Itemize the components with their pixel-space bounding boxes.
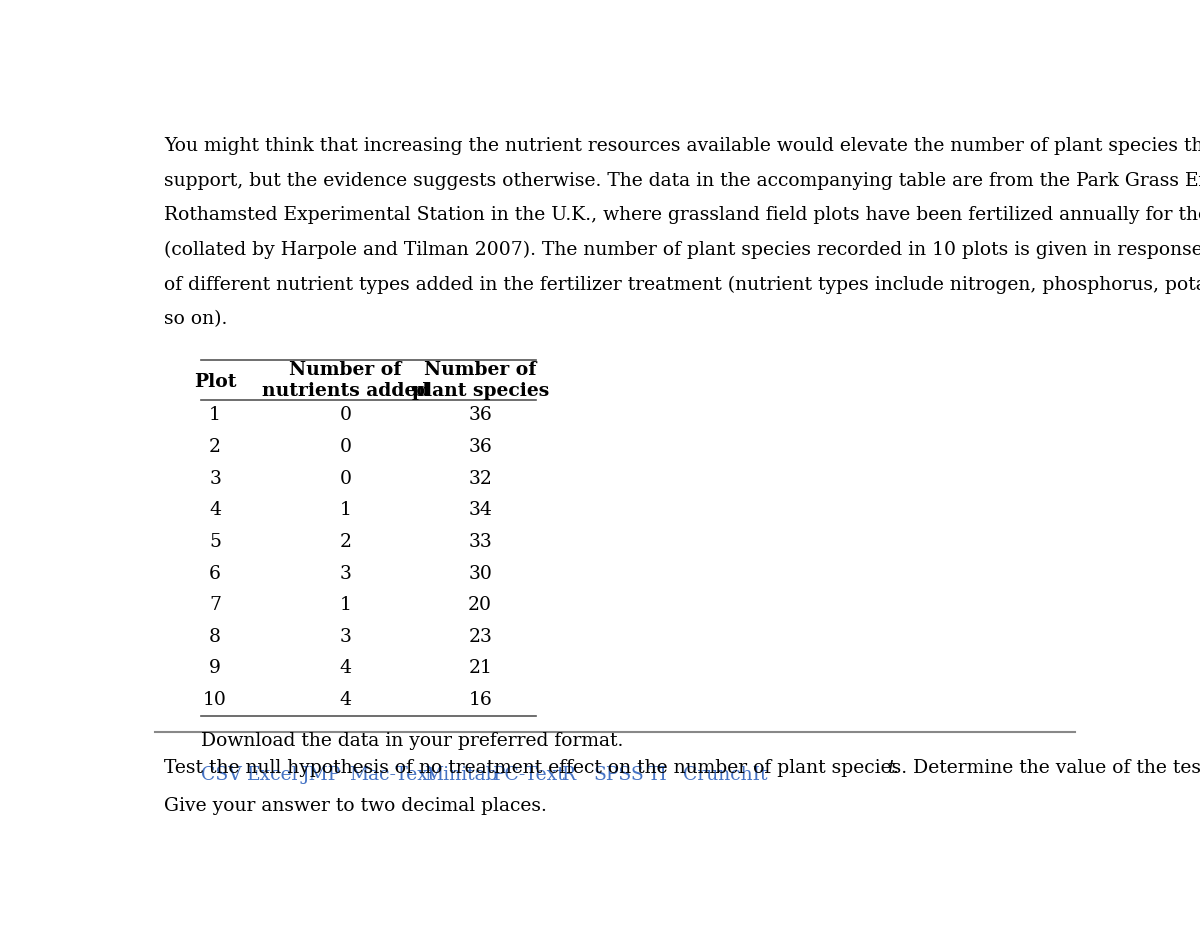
Text: Rothamsted Experimental Station in the U.K., where grassland field plots have be: Rothamsted Experimental Station in the U… (164, 206, 1200, 224)
Text: .: . (893, 759, 899, 777)
Text: 23: 23 (468, 628, 492, 645)
Text: 4: 4 (340, 659, 352, 677)
Text: CSV: CSV (202, 766, 242, 784)
Text: 20: 20 (468, 596, 492, 615)
Text: 32: 32 (468, 470, 492, 488)
Text: 6: 6 (209, 564, 221, 583)
Text: 8: 8 (209, 628, 221, 645)
Text: plant species: plant species (412, 382, 548, 400)
Text: SPSS: SPSS (594, 766, 644, 784)
Text: TI: TI (648, 766, 667, 784)
Text: Give your answer to two decimal places.: Give your answer to two decimal places. (164, 797, 547, 814)
Text: Minitab: Minitab (425, 766, 498, 784)
Text: Test the null hypothesis of no treatment effect on the number of plant species. : Test the null hypothesis of no treatment… (164, 759, 1200, 777)
Text: (collated by Harpole and Tilman 2007). The number of plant species recorded in 1: (collated by Harpole and Tilman 2007). T… (164, 241, 1200, 259)
Text: 1: 1 (340, 596, 352, 615)
Text: 1: 1 (340, 502, 352, 519)
Text: 7: 7 (209, 596, 221, 615)
Text: 1: 1 (209, 406, 221, 424)
Text: 3: 3 (209, 470, 221, 488)
Text: 3: 3 (340, 564, 352, 583)
Text: 0: 0 (340, 406, 352, 424)
Text: Excel: Excel (247, 766, 299, 784)
Text: CrunchIt: CrunchIt (683, 766, 767, 784)
Text: 30: 30 (468, 564, 492, 583)
Text: 36: 36 (468, 438, 492, 456)
Text: 9: 9 (209, 659, 221, 677)
Text: 2: 2 (340, 533, 352, 551)
Text: Download the data in your preferred format.: Download the data in your preferred form… (202, 731, 624, 750)
Text: nutrients added: nutrients added (262, 382, 430, 400)
Text: PC-Text: PC-Text (493, 766, 566, 784)
Text: 0: 0 (340, 438, 352, 456)
Text: 21: 21 (468, 659, 492, 677)
Text: support, but the evidence suggests otherwise. The data in the accompanying table: support, but the evidence suggests other… (164, 172, 1200, 190)
Text: 33: 33 (468, 533, 492, 551)
Text: 0: 0 (340, 470, 352, 488)
Text: 34: 34 (468, 502, 492, 519)
Text: 4: 4 (209, 502, 221, 519)
Text: Mac-Text: Mac-Text (349, 766, 436, 784)
Text: 16: 16 (468, 691, 492, 709)
Text: 4: 4 (340, 691, 352, 709)
Text: so on).: so on). (164, 310, 227, 328)
Text: 36: 36 (468, 406, 492, 424)
Text: t: t (888, 759, 895, 777)
Text: Plot: Plot (194, 373, 236, 391)
Text: of different nutrient types added in the fertilizer treatment (nutrient types in: of different nutrient types added in the… (164, 276, 1200, 293)
Text: 5: 5 (209, 533, 221, 551)
Text: 2: 2 (209, 438, 221, 456)
Text: Number of: Number of (424, 361, 536, 379)
Text: You might think that increasing the nutrient resources available would elevate t: You might think that increasing the nutr… (164, 137, 1200, 155)
Text: R: R (562, 766, 576, 784)
Text: JMP: JMP (301, 766, 341, 784)
Text: 3: 3 (340, 628, 352, 645)
Text: 10: 10 (203, 691, 227, 709)
Text: Number of: Number of (289, 361, 402, 379)
